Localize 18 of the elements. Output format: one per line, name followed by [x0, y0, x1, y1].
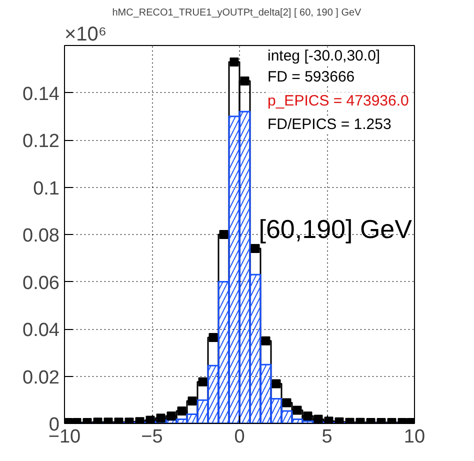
y-tick-label: 0.1	[33, 178, 60, 200]
x-tick-label: 0	[234, 426, 245, 448]
annotation: integ [-30.0,30.0]	[268, 47, 380, 64]
annotation: FD = 593666	[268, 68, 355, 86]
y-tick-label: 0.14	[22, 84, 60, 105]
y-tick-label: 0.04	[22, 320, 60, 341]
annotation: [60,190] GeV	[258, 214, 413, 244]
y-tick-label: 0.06	[22, 272, 60, 294]
x-tick-label: −5	[141, 426, 163, 448]
y-tick-label: 0.08	[22, 226, 60, 246]
y-tick-label: 0.02	[22, 367, 60, 388]
y-tick-label: 0.12	[22, 131, 60, 152]
annotation: FD/EPICS = 1.253	[268, 116, 392, 133]
y-axis-title: ×10⁶	[64, 24, 107, 46]
annotation: p_EPICS = 473936.0	[268, 92, 409, 110]
x-tick-label: 5	[322, 426, 332, 448]
x-tick-label: 10	[404, 426, 426, 448]
chart-title: hMC_RECO1_TRUE1_yOUTPt_delta[2] [ 60, 190 ] GeV	[112, 8, 362, 18]
